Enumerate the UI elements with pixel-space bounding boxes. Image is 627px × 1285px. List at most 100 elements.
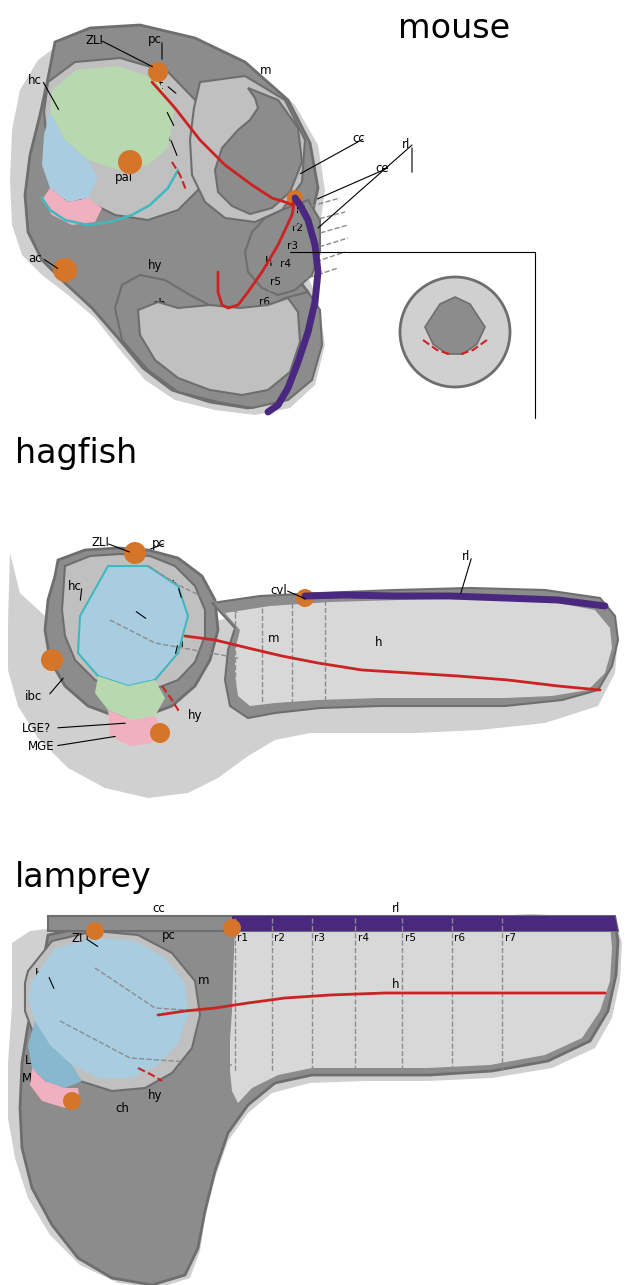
- Polygon shape: [190, 76, 305, 222]
- Polygon shape: [245, 200, 320, 296]
- Polygon shape: [215, 87, 302, 215]
- Circle shape: [148, 62, 168, 82]
- Polygon shape: [8, 553, 618, 798]
- Text: r5: r5: [270, 278, 281, 287]
- Circle shape: [287, 190, 303, 206]
- Text: hy: hy: [148, 258, 162, 271]
- Text: pal: pal: [115, 171, 133, 185]
- Text: cvl: cvl: [270, 583, 287, 596]
- Text: r7: r7: [505, 933, 516, 943]
- Text: h: h: [392, 978, 399, 992]
- Text: cc: cc: [352, 131, 365, 144]
- Text: rl: rl: [392, 902, 401, 915]
- Text: pal: pal: [45, 1019, 63, 1032]
- Text: m: m: [268, 631, 280, 645]
- Text: r2: r2: [274, 933, 285, 943]
- Text: th: th: [152, 104, 164, 117]
- Text: th: th: [82, 998, 94, 1011]
- Text: r3: r3: [287, 242, 298, 251]
- Text: hy: hy: [148, 1088, 162, 1101]
- Text: m: m: [260, 63, 271, 77]
- Text: r7: r7: [247, 315, 258, 325]
- Text: ch: ch: [152, 298, 166, 311]
- Text: MGE: MGE: [28, 739, 55, 753]
- Circle shape: [124, 542, 146, 564]
- Polygon shape: [78, 565, 188, 686]
- Circle shape: [150, 723, 170, 743]
- Text: hy: hy: [188, 709, 203, 722]
- Text: r3: r3: [314, 933, 325, 943]
- Text: MGE: MGE: [22, 1072, 49, 1085]
- Circle shape: [86, 923, 104, 941]
- Text: ZLI: ZLI: [85, 33, 103, 46]
- Polygon shape: [115, 275, 322, 409]
- Polygon shape: [212, 589, 618, 718]
- Polygon shape: [225, 598, 612, 705]
- Text: rl: rl: [462, 550, 470, 563]
- Polygon shape: [20, 916, 618, 1285]
- Polygon shape: [138, 298, 300, 394]
- Text: 4v: 4v: [430, 323, 450, 341]
- Text: pc: pc: [152, 537, 166, 550]
- Text: pc: pc: [148, 33, 162, 46]
- Text: r5: r5: [405, 933, 416, 943]
- Text: pt: pt: [115, 969, 127, 982]
- Polygon shape: [44, 58, 208, 220]
- Polygon shape: [10, 28, 325, 415]
- Circle shape: [223, 919, 241, 937]
- Circle shape: [400, 278, 510, 387]
- Polygon shape: [48, 916, 618, 932]
- Polygon shape: [62, 554, 205, 690]
- Circle shape: [63, 1092, 81, 1110]
- Text: h: h: [265, 256, 273, 269]
- Circle shape: [53, 258, 77, 281]
- Text: r6: r6: [259, 297, 270, 307]
- Polygon shape: [50, 66, 174, 170]
- Polygon shape: [230, 923, 612, 1103]
- Text: m: m: [198, 974, 209, 987]
- Text: h: h: [375, 636, 382, 649]
- Text: th: th: [120, 604, 132, 617]
- Text: pt: pt: [165, 580, 177, 592]
- Polygon shape: [28, 938, 188, 1078]
- Circle shape: [296, 589, 314, 607]
- Circle shape: [118, 150, 142, 173]
- Text: lamprey: lamprey: [15, 861, 152, 894]
- Text: hagfish: hagfish: [15, 437, 137, 469]
- Text: LGE?: LGE?: [22, 721, 51, 735]
- Text: r6: r6: [454, 933, 465, 943]
- Text: hc: hc: [35, 969, 49, 982]
- Polygon shape: [25, 24, 320, 409]
- Polygon shape: [232, 916, 618, 932]
- Text: pth: pth: [165, 636, 185, 649]
- Text: ac: ac: [28, 252, 41, 265]
- Text: r4: r4: [358, 933, 369, 943]
- Text: ce: ce: [375, 162, 389, 175]
- Text: ibc: ibc: [25, 690, 42, 703]
- Text: hc: hc: [28, 73, 42, 86]
- Polygon shape: [42, 112, 98, 202]
- Text: pt: pt: [152, 78, 164, 91]
- Text: pc: pc: [162, 929, 176, 942]
- Text: rl: rl: [402, 139, 411, 152]
- Text: ch: ch: [115, 1101, 129, 1114]
- Text: pth: pth: [88, 1028, 108, 1042]
- Text: r4: r4: [280, 260, 291, 269]
- Text: pal: pal: [108, 680, 126, 693]
- Polygon shape: [25, 932, 200, 1091]
- Text: MGE: MGE: [57, 198, 83, 212]
- Text: pth: pth: [152, 131, 172, 144]
- Polygon shape: [8, 916, 622, 1285]
- Text: r1: r1: [237, 933, 248, 943]
- Text: hc: hc: [68, 580, 82, 592]
- Polygon shape: [95, 676, 165, 720]
- Text: mouse: mouse: [398, 12, 510, 45]
- Polygon shape: [28, 1022, 82, 1088]
- Text: LGE: LGE: [60, 181, 83, 194]
- Text: r2: r2: [292, 224, 303, 233]
- Polygon shape: [30, 1068, 80, 1108]
- Text: LGE: LGE: [25, 1055, 48, 1068]
- Polygon shape: [42, 188, 102, 225]
- Text: cc: cc: [152, 902, 165, 915]
- Polygon shape: [45, 547, 218, 716]
